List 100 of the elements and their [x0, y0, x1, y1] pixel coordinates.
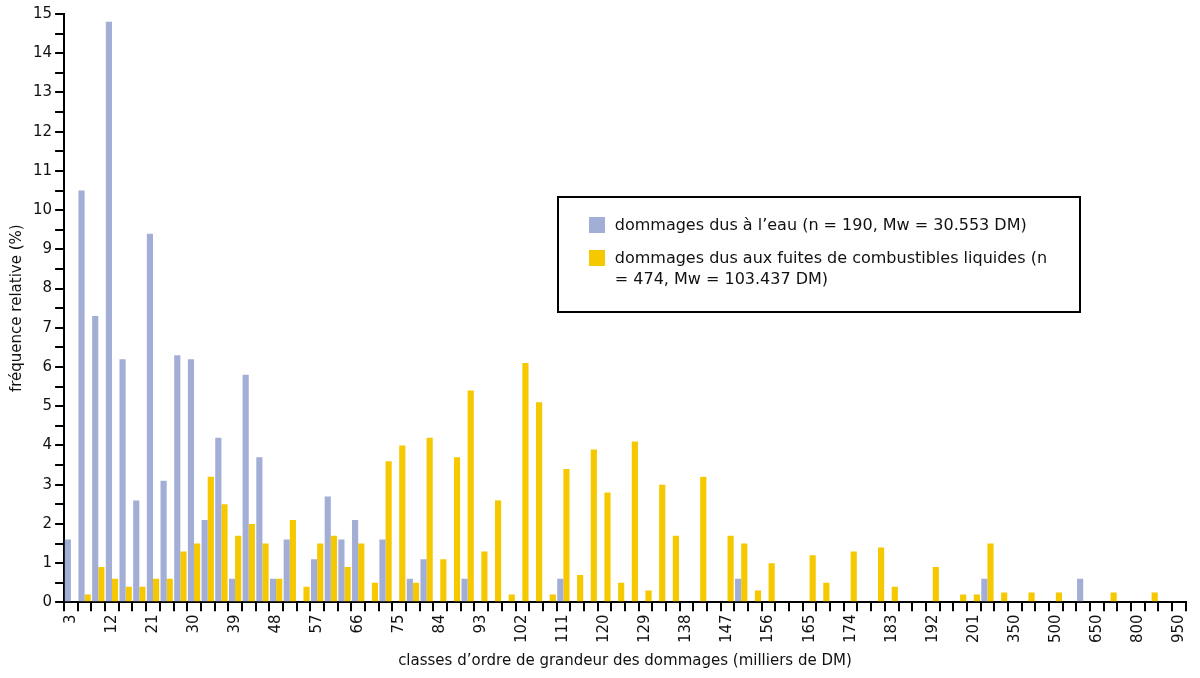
bar [461, 578, 468, 602]
x-tick-label: 183 [881, 614, 900, 644]
y-tick-label: 1 [42, 553, 53, 572]
bar [105, 21, 112, 602]
y-tick-label: 6 [42, 356, 53, 375]
y-tick-label: 13 [32, 82, 53, 101]
x-tick-label: 147 [717, 614, 736, 644]
bar [399, 445, 406, 602]
bar [823, 582, 830, 602]
bar [317, 543, 324, 602]
bar [166, 578, 173, 602]
bar [160, 480, 167, 602]
y-tick-label: 3 [42, 474, 53, 493]
x-tick-label: 102 [512, 614, 531, 644]
bar [262, 543, 269, 602]
bar [228, 578, 236, 602]
y-tick-label: 10 [32, 200, 53, 219]
x-tick-label: 111 [553, 614, 572, 644]
x-tick-label: 129 [635, 614, 654, 644]
bar [850, 551, 857, 602]
bar [768, 563, 775, 602]
x-tick-label: 201 [963, 614, 982, 644]
bar [618, 582, 625, 602]
bar [659, 484, 666, 602]
bar [64, 539, 71, 602]
y-tick-label: 0 [42, 592, 53, 611]
x-tick-label: 156 [758, 614, 777, 644]
bar [754, 590, 762, 602]
x-tick-label: 48 [266, 614, 285, 634]
bar [700, 476, 707, 602]
bar [741, 543, 748, 602]
y-tick-label: 12 [32, 121, 53, 140]
y-tick-label: 14 [32, 43, 53, 62]
bar [201, 520, 208, 602]
y-axis-title: fréquence relative (%) [6, 224, 25, 393]
bar [385, 461, 392, 602]
bar [207, 476, 214, 602]
x-tick-label: 174 [840, 614, 859, 644]
bar [269, 578, 277, 602]
bar [604, 492, 611, 602]
bar [645, 590, 652, 602]
bar [276, 578, 283, 602]
bar [242, 374, 249, 602]
bar [406, 578, 413, 602]
bar [467, 390, 474, 602]
bar [283, 539, 290, 602]
y-tick-label: 2 [42, 513, 53, 532]
bar [981, 578, 988, 602]
bar [311, 559, 318, 602]
x-tick-label: 950 [1168, 614, 1187, 644]
bar [809, 555, 816, 602]
bar [119, 359, 126, 602]
bar [522, 363, 529, 602]
bar [303, 586, 310, 602]
x-tick-label: 165 [799, 614, 818, 644]
x-tick-label: 21 [142, 614, 161, 634]
bar [1077, 578, 1084, 602]
x-tick-label: 350 [1004, 614, 1023, 644]
bar [92, 316, 99, 602]
bar [987, 543, 994, 602]
x-tick-label: 120 [594, 614, 613, 644]
bar [330, 535, 337, 602]
bar [1028, 592, 1035, 602]
y-tick-label: 15 [32, 3, 53, 22]
bar [735, 578, 742, 602]
bar [481, 551, 488, 602]
bar [494, 500, 502, 602]
y-tick-label: 11 [32, 160, 53, 179]
x-axis-title: classes d’ordre de grandeur des dommages (milliers de DM) [398, 650, 852, 669]
bar [139, 586, 146, 602]
bar [420, 559, 427, 602]
x-tick-label: 650 [1086, 614, 1105, 644]
bar [590, 449, 597, 602]
legend-label: dommages dus aux fuites de combustibles liquides (n = 474, Mw = 103.437 DM) [614, 247, 1048, 289]
y-tick-label: 7 [42, 317, 53, 336]
bar [379, 539, 386, 602]
y-tick-label: 9 [42, 239, 53, 258]
x-tick-label: 192 [922, 614, 941, 644]
x-tick-label: 30 [183, 614, 202, 634]
bar [426, 437, 433, 602]
bar [256, 457, 263, 602]
bar [727, 535, 734, 602]
y-tick-label: 8 [42, 278, 53, 297]
y-tick-label: 4 [42, 435, 53, 454]
bar [125, 586, 132, 602]
bar [174, 355, 181, 602]
bar [672, 535, 679, 602]
bar [180, 551, 187, 602]
bar [187, 359, 195, 602]
x-tick-label: 12 [101, 614, 120, 634]
bar [133, 500, 140, 602]
bar [536, 402, 543, 602]
bar [891, 586, 898, 602]
bar [338, 539, 345, 602]
bar [324, 496, 331, 602]
bar [248, 523, 255, 602]
bar [98, 567, 105, 602]
bar [358, 543, 365, 602]
x-tick-label: 93 [471, 614, 490, 634]
bar [235, 535, 242, 602]
